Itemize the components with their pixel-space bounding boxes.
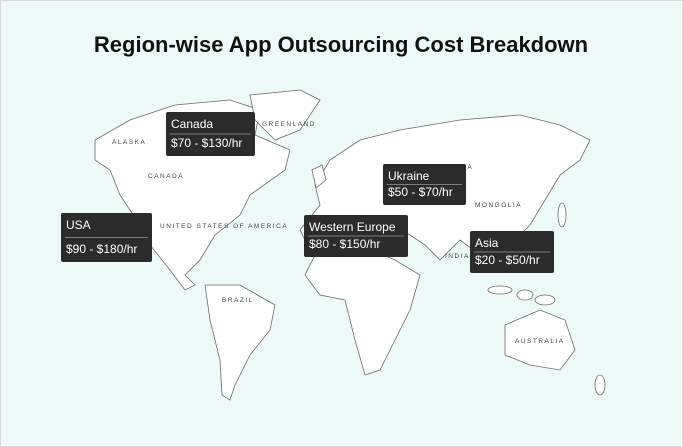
- region-name: Canada: [171, 117, 213, 131]
- cost-range: $20 - $50/hr: [475, 253, 540, 267]
- callout: Canada $70 - $130/hr: [166, 112, 255, 156]
- map-label: UNITED STATES OF AMERICA: [160, 223, 288, 230]
- map-label: BRAZIL: [222, 297, 254, 304]
- cost-range: $70 - $130/hr: [171, 136, 242, 150]
- callout: USA $90 - $180/hr: [61, 213, 152, 262]
- cost-range: $90 - $180/hr: [66, 242, 137, 256]
- region-name: Asia: [475, 236, 499, 250]
- callout: Asia $20 - $50/hr: [470, 231, 554, 273]
- callout: Ukraine $50 - $70/hr: [383, 164, 466, 205]
- map-label: INDIA: [445, 253, 470, 260]
- map-label: GREENLAND: [262, 121, 316, 128]
- region-name: Western Europe: [309, 220, 396, 234]
- cost-range: $80 - $150/hr: [309, 237, 380, 251]
- map-label: CANADA: [148, 173, 184, 180]
- cost-range: $50 - $70/hr: [388, 185, 453, 199]
- callout: Western Europe $80 - $150/hr: [304, 215, 408, 257]
- region-name: USA: [66, 218, 91, 232]
- region-name: Ukraine: [388, 169, 430, 183]
- map-label: ALASKA: [112, 139, 146, 146]
- title: Region-wise App Outsourcing Cost Breakdo…: [94, 32, 588, 57]
- map-label: AUSTRALIA: [515, 338, 565, 345]
- map-label: MONGOLIA: [475, 202, 522, 209]
